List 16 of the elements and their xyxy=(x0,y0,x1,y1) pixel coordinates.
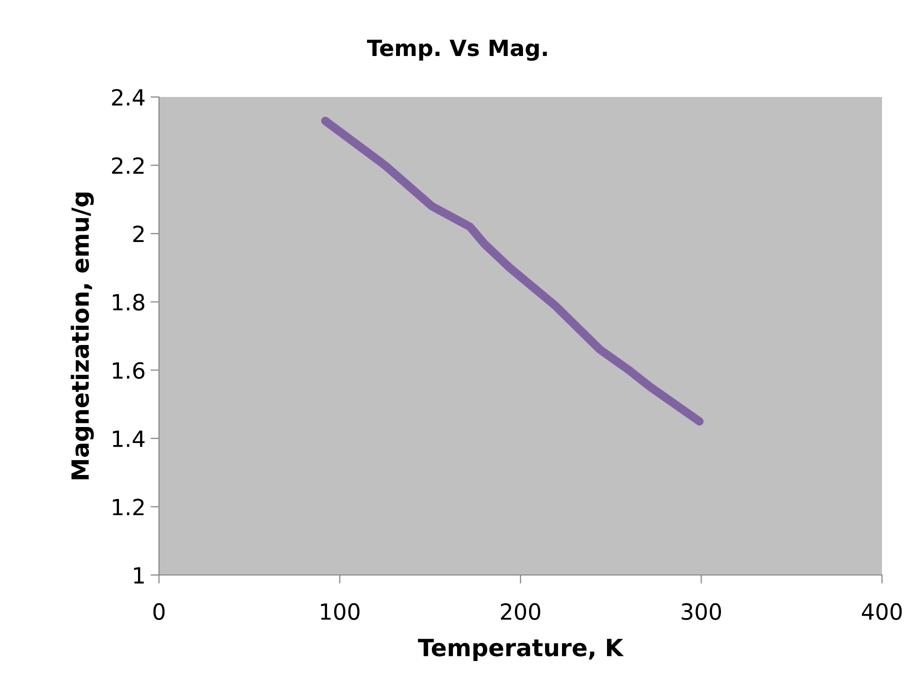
x-tick-label: 100 xyxy=(320,603,360,620)
x-tick-label: 0 xyxy=(153,603,165,620)
y-tick-label: 1.4 xyxy=(112,430,145,447)
y-tick-label: 1.8 xyxy=(112,294,144,311)
x-tick-label: 400 xyxy=(862,603,902,620)
y-axis-title: Magnetization, emu/g xyxy=(70,192,94,480)
y-tick-label: 1.2 xyxy=(112,498,144,516)
y-tick-label: 2.2 xyxy=(112,157,144,174)
y-tick-label: 1 xyxy=(134,567,144,584)
y-tick-label: 2.4 xyxy=(112,88,145,106)
y-tick-label: 2 xyxy=(133,226,144,242)
x-tick-label: 300 xyxy=(682,603,721,620)
chart-title: Temp. Vs Mag. xyxy=(367,40,547,61)
x-tick-label: 200 xyxy=(500,603,540,620)
x-axis-title: Temperature, K xyxy=(418,638,624,662)
y-tick-label: 1.6 xyxy=(112,362,144,379)
